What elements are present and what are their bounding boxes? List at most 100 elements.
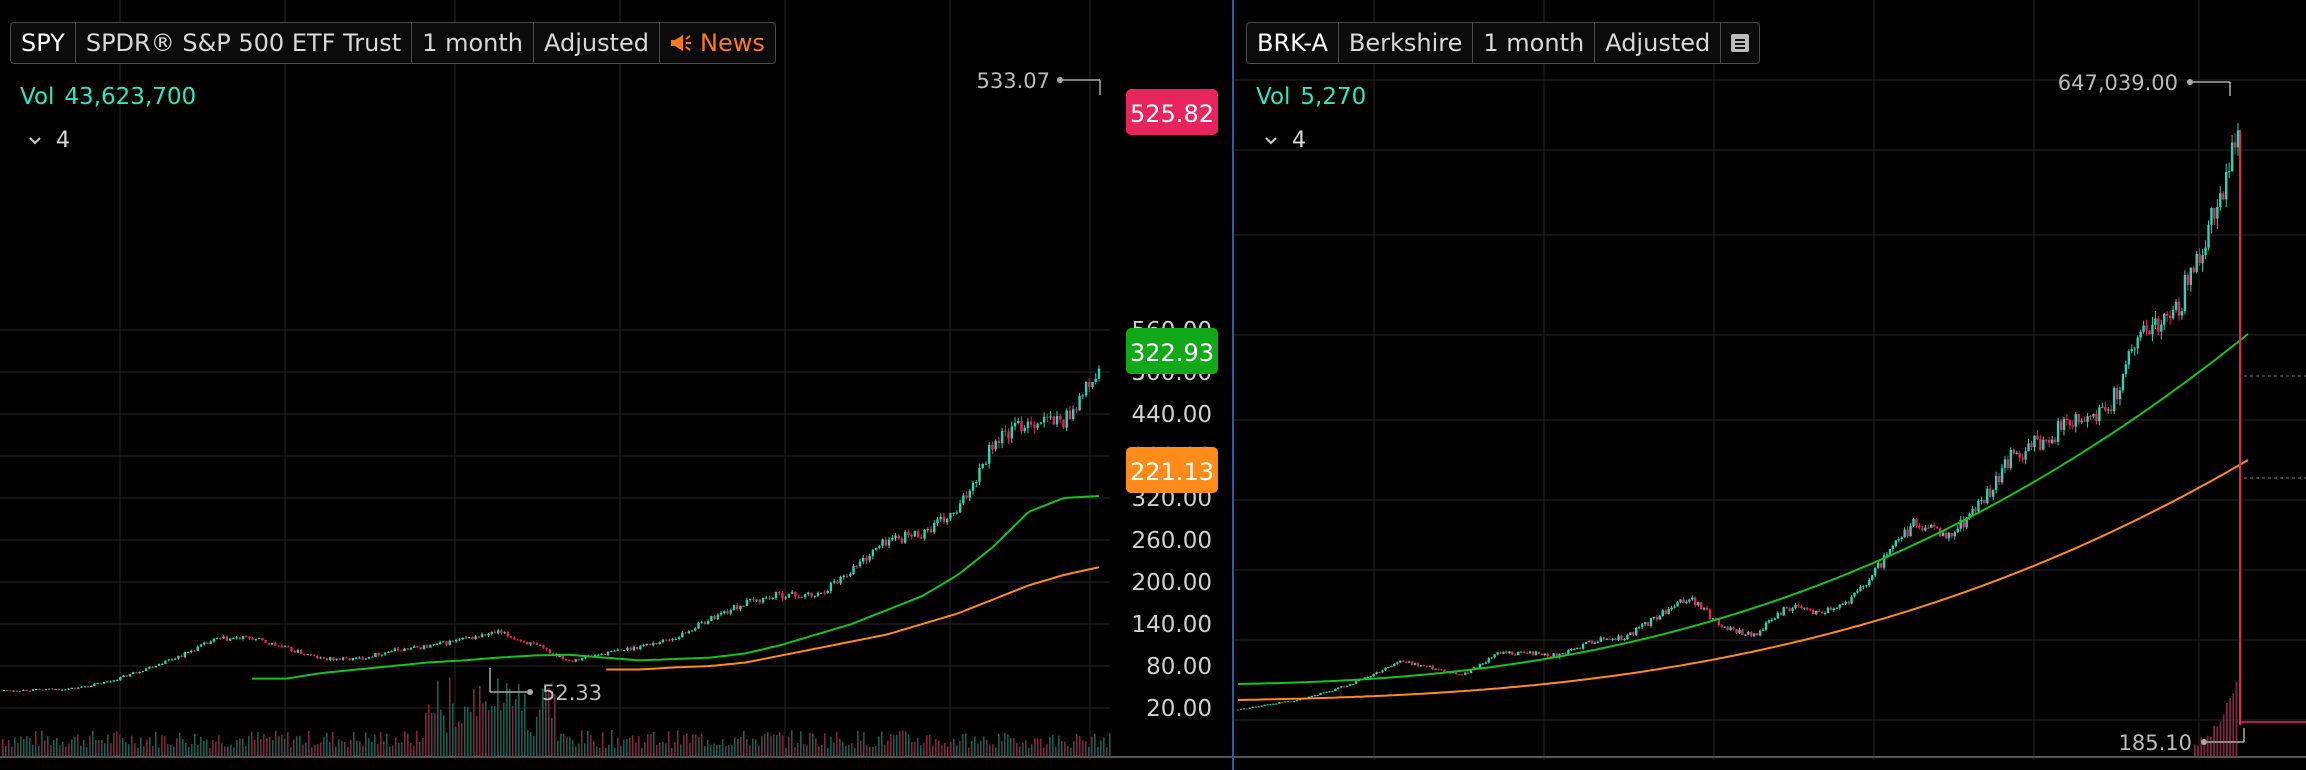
candle (361, 657, 364, 660)
megaphone-icon (671, 35, 692, 51)
volume-bar (224, 746, 226, 756)
candle (270, 642, 274, 645)
candle (1823, 613, 1827, 615)
volume-bar (836, 731, 838, 756)
candle (448, 640, 451, 645)
candle (1965, 518, 1968, 528)
candle (235, 637, 238, 639)
notes-button[interactable] (1721, 23, 1759, 63)
candle (742, 605, 745, 607)
volume-bar (311, 747, 313, 756)
volume-bar (44, 740, 46, 756)
candle (1328, 691, 1331, 693)
candle (2142, 325, 2145, 332)
candle (668, 639, 671, 641)
candle (1720, 625, 1723, 627)
candle (1676, 602, 1679, 607)
candle (1322, 692, 1325, 694)
volume-bar (2219, 721, 2222, 756)
studies-toggle[interactable]: 4 (1264, 128, 1306, 153)
candle (690, 630, 694, 632)
candle (2045, 439, 2048, 441)
candle (83, 686, 86, 688)
candle (1617, 635, 1620, 641)
candle (487, 633, 490, 636)
candle (509, 636, 513, 638)
candle (1593, 642, 1597, 644)
volume-bar (341, 740, 343, 756)
candle (2168, 315, 2172, 319)
volume-bar (608, 744, 610, 756)
candle (290, 646, 293, 651)
candle (219, 637, 222, 639)
volume-bar (467, 706, 469, 756)
volume-bar (1025, 740, 1027, 756)
candle (1505, 651, 1508, 654)
volume-bar (704, 745, 706, 756)
candle (926, 529, 930, 531)
candle (1475, 667, 1479, 669)
candle (409, 647, 413, 650)
candle (1281, 702, 1284, 704)
volume-bar (380, 732, 382, 756)
volume-bar (746, 738, 748, 756)
candle (393, 648, 397, 652)
candle (2039, 439, 2042, 450)
candle (1266, 704, 1269, 706)
candle (1646, 622, 1650, 626)
y-axis-tick-label: 140.00 (1132, 612, 1212, 638)
candle (1711, 618, 1715, 620)
candle (1029, 421, 1033, 425)
candle (1983, 500, 1986, 504)
candle (1052, 416, 1055, 425)
candle (797, 596, 800, 598)
price-chart-brk[interactable]: 647,039.00 185.10 (1234, 0, 2306, 770)
volume-bar (599, 747, 601, 756)
volume-bar (266, 738, 268, 756)
candle (1416, 663, 1420, 667)
candle (1897, 539, 1900, 541)
candle (1517, 651, 1520, 656)
period-selector[interactable]: 1 month (412, 23, 535, 63)
candle (1767, 620, 1771, 623)
volume-bar (167, 743, 169, 756)
candle (442, 641, 445, 643)
volume-bar (923, 742, 925, 756)
volume-bar (215, 741, 217, 756)
chart-panel-brk[interactable]: 647,039.00 185.10 BRK-A Berkshire 1 month… (1232, 0, 2306, 770)
symbol-selector[interactable]: BRK-A (1247, 23, 1339, 63)
candle (1649, 618, 1653, 626)
volume-bar (1010, 737, 1012, 756)
volume-bar (470, 712, 472, 756)
adjusted-toggle[interactable]: Adjusted (534, 23, 661, 63)
candle (1959, 519, 1962, 529)
candle (2, 690, 6, 692)
candle (112, 680, 116, 682)
volume-bar (758, 745, 760, 756)
volume-bar (1049, 736, 1051, 756)
candle (141, 671, 145, 673)
candle (1820, 612, 1824, 614)
candle (1561, 653, 1564, 655)
volume-bar (854, 747, 856, 756)
candle (380, 654, 384, 656)
candle (2000, 467, 2004, 483)
candle (251, 638, 254, 640)
studies-toggle[interactable]: 4 (28, 128, 70, 153)
volume-bar (2216, 726, 2219, 756)
symbol-selector[interactable]: SPY (11, 23, 76, 63)
candle (1935, 526, 1939, 529)
adjusted-toggle[interactable]: Adjusted (1595, 23, 1722, 63)
period-selector[interactable]: 1 month (1473, 23, 1596, 63)
price-chart-spy[interactable]: 560.00500.00440.00380.00320.00260.00200.… (0, 0, 1232, 770)
volume-bar (584, 743, 586, 756)
candle (1989, 488, 1992, 497)
news-button[interactable]: News (660, 23, 775, 63)
chart-panel-spy[interactable]: 560.00500.00440.00380.00320.00260.00200.… (0, 0, 1232, 770)
volume-bar (944, 742, 946, 756)
candle (196, 646, 200, 652)
volume-bar (374, 734, 376, 756)
candle (1245, 708, 1249, 710)
candle (1903, 529, 1906, 538)
y-axis-tick-label: 20.00 (1146, 696, 1212, 722)
